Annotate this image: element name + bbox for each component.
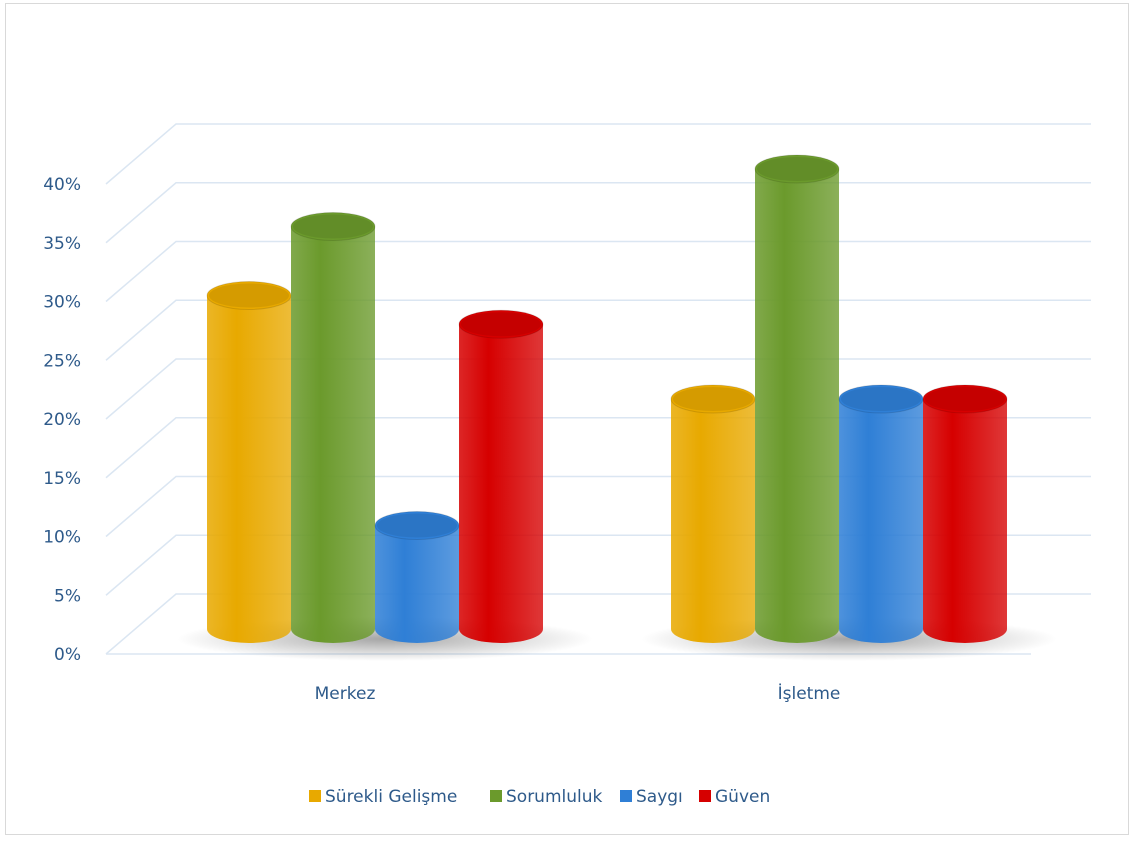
x-axis-categories: Merkez İşletme	[315, 683, 841, 704]
y-axis-ticks: 0% 5% 10% 15% 20% 25% 30% 35% 40%	[43, 175, 81, 665]
bar-top-shade	[925, 387, 1005, 411]
y-tick-label: 5%	[54, 586, 81, 606]
legend-swatch	[309, 790, 321, 802]
y-tick-label: 30%	[43, 293, 81, 313]
legend: Sürekli Gelişme Sorumluluk Saygı Güven	[309, 787, 770, 807]
bar-isletme-guven	[922, 384, 1008, 643]
chart-frame: 0% 5% 10% 15% 20% 25% 30% 35% 40% Merkez İşletme …	[5, 3, 1129, 835]
bar-top-shade	[841, 387, 921, 411]
y-tick-label: 35%	[43, 234, 81, 254]
y-tick-label: 15%	[43, 469, 81, 489]
x-category-label: Merkez	[315, 684, 376, 704]
bar-body	[375, 525, 459, 643]
legend-item-guven: Güven	[699, 787, 770, 807]
y-tick-label: 40%	[43, 175, 81, 195]
bar-top	[922, 384, 1008, 414]
legend-label: Güven	[715, 787, 770, 807]
bar-body	[923, 399, 1007, 643]
bar-top-shade	[293, 214, 373, 239]
bar-top-shade	[209, 283, 289, 308]
legend-swatch	[490, 790, 502, 802]
bar-merkez-saygi	[374, 511, 460, 643]
bar-body	[291, 226, 375, 643]
y-tick-label: 10%	[43, 528, 81, 548]
bar-body	[755, 169, 839, 643]
bar-body	[459, 324, 543, 643]
legend-swatch	[620, 790, 632, 802]
bar-top-shade	[757, 157, 837, 181]
bar-merkez-guven	[458, 309, 544, 643]
legend-swatch	[699, 790, 711, 802]
legend-item-sorumluluk: Sorumluluk	[490, 787, 603, 807]
legend-item-surekli-gelisme: Sürekli Gelişme	[309, 787, 457, 807]
legend-item-saygi: Saygı	[620, 787, 683, 807]
legend-label: Sorumluluk	[506, 787, 603, 807]
bar-body	[839, 399, 923, 643]
bars	[206, 154, 1008, 643]
legend-label: Sürekli Gelişme	[325, 787, 457, 807]
bar-body	[671, 399, 755, 643]
bar-merkez-surekli-gelisme	[206, 281, 292, 643]
bar-top-shade	[377, 513, 457, 538]
bar-top	[458, 309, 544, 339]
bar-isletme-sorumluluk	[754, 154, 840, 643]
legend-label: Saygı	[636, 787, 683, 807]
bar-top-shade	[461, 312, 541, 337]
y-tick-label: 25%	[43, 351, 81, 371]
bar-merkez-sorumluluk	[290, 212, 376, 643]
bar-chart: 0%5%10%15%20%25%30%35%40% Merkez İşletme …	[43, 123, 1091, 807]
bar-isletme-saygi	[838, 384, 924, 643]
y-tick-label: 20%	[43, 410, 81, 430]
bar-top	[754, 154, 840, 184]
bar-body	[207, 295, 291, 643]
bar-top	[290, 212, 376, 241]
y-tick-label: 0%	[54, 645, 81, 665]
x-category-label: İşletme	[778, 683, 841, 704]
gridline	[105, 182, 1091, 244]
gridline	[105, 123, 1091, 185]
bar-isletme-surekli-gelisme	[670, 384, 756, 643]
bar-top-shade	[673, 387, 753, 411]
